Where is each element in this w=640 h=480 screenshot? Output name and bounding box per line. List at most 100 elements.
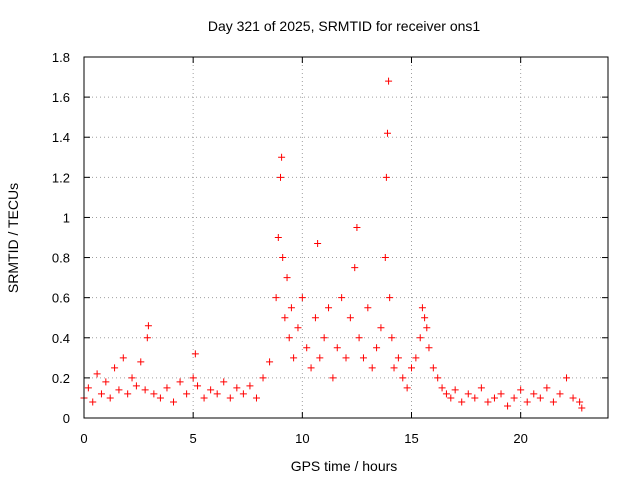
y-tick-label: 0.8 [52,251,70,266]
data-point [578,404,586,412]
data-point [458,398,466,406]
data-point [442,390,450,398]
data-point [497,390,505,398]
data-point [399,374,407,382]
data-point [272,294,280,302]
data-point [163,384,171,392]
data-point [200,394,208,402]
data-point [471,394,479,402]
data-point [421,314,429,322]
data-point [207,386,215,394]
data-point [383,129,391,137]
data-point [191,350,199,358]
data-point [111,364,119,372]
data-point [290,354,298,362]
data-point [418,304,426,312]
data-point [239,390,247,398]
data-point [274,234,282,241]
data-point [385,77,393,85]
data-point [102,378,110,386]
data-point [97,390,105,398]
data-point [490,394,498,402]
chart-title: Day 321 of 2025, SRMTID for receiver ons… [208,18,481,34]
x-tick-label: 0 [80,431,87,446]
data-point [277,173,284,181]
grid [84,57,608,418]
data-point [517,386,525,394]
data-point [364,304,372,312]
data-point [412,354,420,362]
data-points [80,77,586,412]
data-point [252,394,260,402]
x-tick-label: 10 [295,431,309,446]
data-point [298,294,306,302]
data-point [382,173,390,181]
data-point [434,374,442,382]
data-point [504,402,512,410]
data-point [342,354,350,362]
data-point [438,384,446,392]
data-point [285,334,293,342]
data-point [549,398,557,406]
plot-frame [83,56,609,419]
data-point [346,314,354,322]
data-point [283,274,291,282]
x-tick-label: 20 [513,431,527,446]
y-tick-label: 0.4 [52,331,70,346]
data-point [115,386,123,394]
data-point [314,240,322,248]
data-point [226,394,234,402]
data-point [213,390,221,398]
data-point [150,390,158,398]
data-point [423,324,431,332]
data-point [119,354,127,362]
data-point [408,364,415,372]
y-tick-label: 1.4 [52,130,70,145]
data-point [287,304,295,312]
data-point [279,254,287,262]
data-point [176,378,184,386]
data-point [233,384,241,392]
data-point [425,344,433,352]
data-point [353,223,361,231]
data-point [355,334,363,342]
y-tick-label: 1 [63,210,70,225]
data-point [325,304,333,312]
data-point [89,398,97,406]
data-point [170,398,178,406]
data-point [563,374,571,382]
data-point [351,264,359,272]
y-tick-label: 1.6 [52,90,70,105]
data-point [194,382,202,390]
data-point [281,314,289,322]
data-point [311,314,319,322]
x-tick-label: 15 [404,431,418,446]
data-point [266,358,274,366]
data-point [93,370,101,378]
y-tick-label: 1.2 [52,170,70,185]
data-point [569,394,577,402]
data-point [143,334,151,342]
data-point [338,294,346,302]
data-point [394,354,402,362]
data-point [381,254,389,262]
data-point [484,398,492,406]
data-point [156,394,164,402]
data-point [359,354,367,362]
data-point [278,153,286,161]
data-point [220,378,228,386]
data-point [329,374,337,382]
data-point [390,364,398,372]
data-point [447,394,455,402]
data-point [477,384,485,392]
data-point [388,334,396,342]
data-point [368,364,376,372]
data-point [451,386,459,394]
data-point [576,398,584,406]
y-tick-label: 0.2 [52,371,70,386]
data-point [189,374,197,382]
data-point [132,382,140,390]
data-point [316,354,324,362]
axis-ticks [83,56,608,419]
data-point [106,394,114,402]
